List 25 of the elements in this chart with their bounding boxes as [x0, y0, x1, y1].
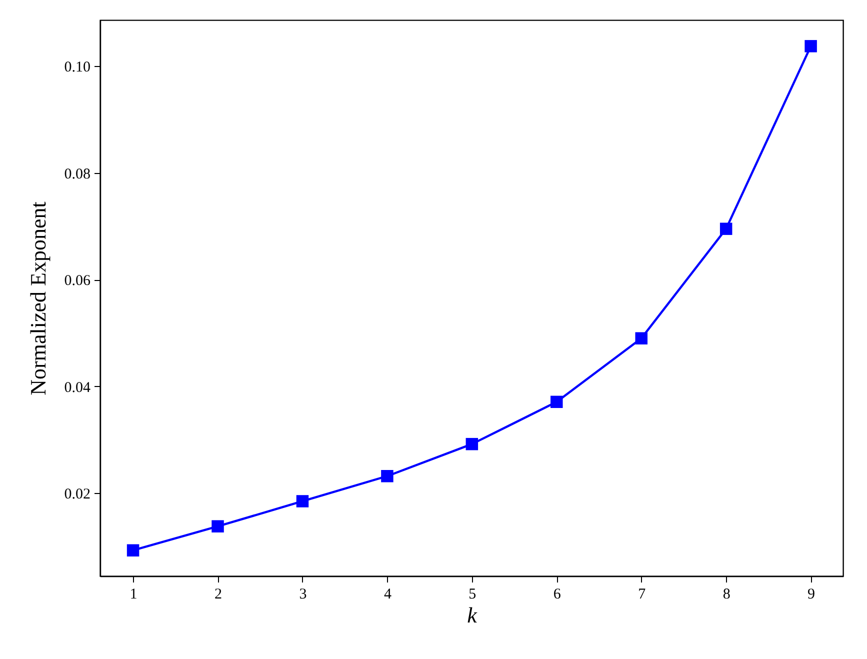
y-tick-label: 0.10 — [64, 59, 90, 76]
x-tick-label: 2 — [214, 586, 222, 602]
y-tick-label: 0.08 — [64, 166, 90, 182]
x-tick-label: 5 — [468, 586, 476, 602]
y-tick-label: 0.02 — [64, 486, 90, 503]
point — [804, 40, 817, 52]
x-tick-label: 7 — [638, 586, 646, 602]
point — [381, 470, 394, 482]
x-tick-label: 1 — [130, 586, 138, 602]
x-tick-label: 9 — [808, 586, 816, 602]
x-tick-label: 8 — [722, 586, 730, 602]
point — [126, 544, 140, 556]
x-tick-label: 6 — [553, 586, 562, 602]
point — [466, 438, 478, 450]
x-tick-label: 3 — [299, 586, 307, 602]
x-tick-label: 4 — [384, 586, 392, 602]
y-axis-title: Normalized Exponent — [25, 202, 50, 396]
y-tick-label: 0.06 — [64, 273, 91, 290]
x-axis-title: k — [467, 602, 478, 628]
y-tick-label: 0.04 — [64, 380, 91, 396]
point — [296, 495, 309, 508]
point — [720, 222, 732, 235]
point — [550, 396, 563, 408]
point — [212, 520, 224, 532]
point — [635, 332, 648, 344]
